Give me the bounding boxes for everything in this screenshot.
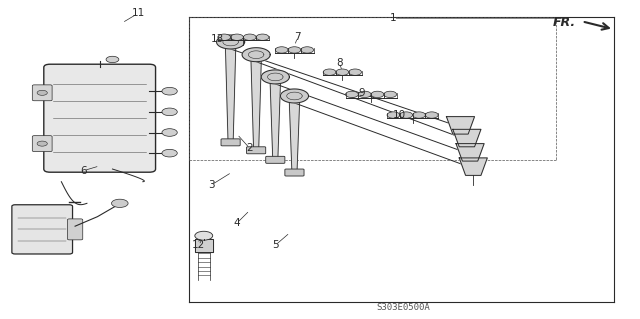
Circle shape bbox=[426, 112, 438, 118]
Circle shape bbox=[37, 90, 47, 95]
Polygon shape bbox=[242, 48, 270, 62]
Circle shape bbox=[413, 112, 426, 118]
Text: 13: 13 bbox=[211, 34, 225, 44]
Text: 10: 10 bbox=[393, 110, 406, 120]
Polygon shape bbox=[460, 158, 487, 175]
Circle shape bbox=[346, 91, 358, 98]
FancyBboxPatch shape bbox=[266, 156, 285, 163]
Text: 5: 5 bbox=[272, 240, 278, 250]
FancyBboxPatch shape bbox=[32, 136, 52, 152]
Circle shape bbox=[323, 69, 336, 75]
Text: 4: 4 bbox=[234, 218, 240, 228]
Polygon shape bbox=[456, 144, 484, 161]
Circle shape bbox=[37, 141, 47, 146]
FancyBboxPatch shape bbox=[67, 219, 83, 240]
Circle shape bbox=[195, 231, 212, 240]
Circle shape bbox=[387, 112, 400, 118]
Circle shape bbox=[111, 199, 128, 207]
Circle shape bbox=[301, 47, 314, 53]
FancyBboxPatch shape bbox=[246, 147, 266, 154]
Text: S303E0500A: S303E0500A bbox=[376, 303, 430, 312]
Polygon shape bbox=[447, 117, 474, 134]
Polygon shape bbox=[195, 239, 212, 252]
Circle shape bbox=[336, 69, 349, 75]
Circle shape bbox=[275, 47, 288, 53]
Text: 7: 7 bbox=[294, 32, 301, 42]
Circle shape bbox=[384, 91, 397, 98]
Circle shape bbox=[400, 112, 413, 118]
Circle shape bbox=[230, 34, 243, 41]
Text: 11: 11 bbox=[131, 8, 145, 19]
Polygon shape bbox=[225, 49, 236, 141]
Text: 12: 12 bbox=[192, 240, 205, 250]
Circle shape bbox=[288, 47, 301, 53]
Polygon shape bbox=[453, 129, 481, 147]
Circle shape bbox=[162, 108, 177, 116]
Text: 6: 6 bbox=[81, 166, 87, 176]
Circle shape bbox=[162, 87, 177, 95]
Polygon shape bbox=[251, 62, 261, 149]
FancyBboxPatch shape bbox=[285, 169, 304, 176]
Text: 3: 3 bbox=[208, 180, 215, 190]
Circle shape bbox=[162, 149, 177, 157]
Text: 2: 2 bbox=[246, 143, 253, 153]
Text: 9: 9 bbox=[358, 88, 365, 98]
Polygon shape bbox=[216, 35, 244, 49]
Polygon shape bbox=[289, 103, 300, 172]
Text: FR.: FR. bbox=[552, 16, 575, 29]
Circle shape bbox=[256, 34, 269, 41]
Polygon shape bbox=[261, 70, 289, 84]
Circle shape bbox=[162, 129, 177, 136]
Circle shape bbox=[349, 69, 362, 75]
Circle shape bbox=[218, 34, 230, 41]
FancyBboxPatch shape bbox=[221, 139, 240, 146]
Polygon shape bbox=[270, 84, 280, 159]
Circle shape bbox=[106, 56, 119, 63]
FancyBboxPatch shape bbox=[44, 64, 156, 172]
Text: 8: 8 bbox=[336, 58, 342, 68]
FancyBboxPatch shape bbox=[12, 205, 72, 254]
Circle shape bbox=[371, 91, 384, 98]
Circle shape bbox=[358, 91, 371, 98]
Polygon shape bbox=[280, 89, 308, 103]
Circle shape bbox=[243, 34, 256, 41]
FancyBboxPatch shape bbox=[32, 85, 52, 101]
Text: 1: 1 bbox=[390, 13, 397, 23]
